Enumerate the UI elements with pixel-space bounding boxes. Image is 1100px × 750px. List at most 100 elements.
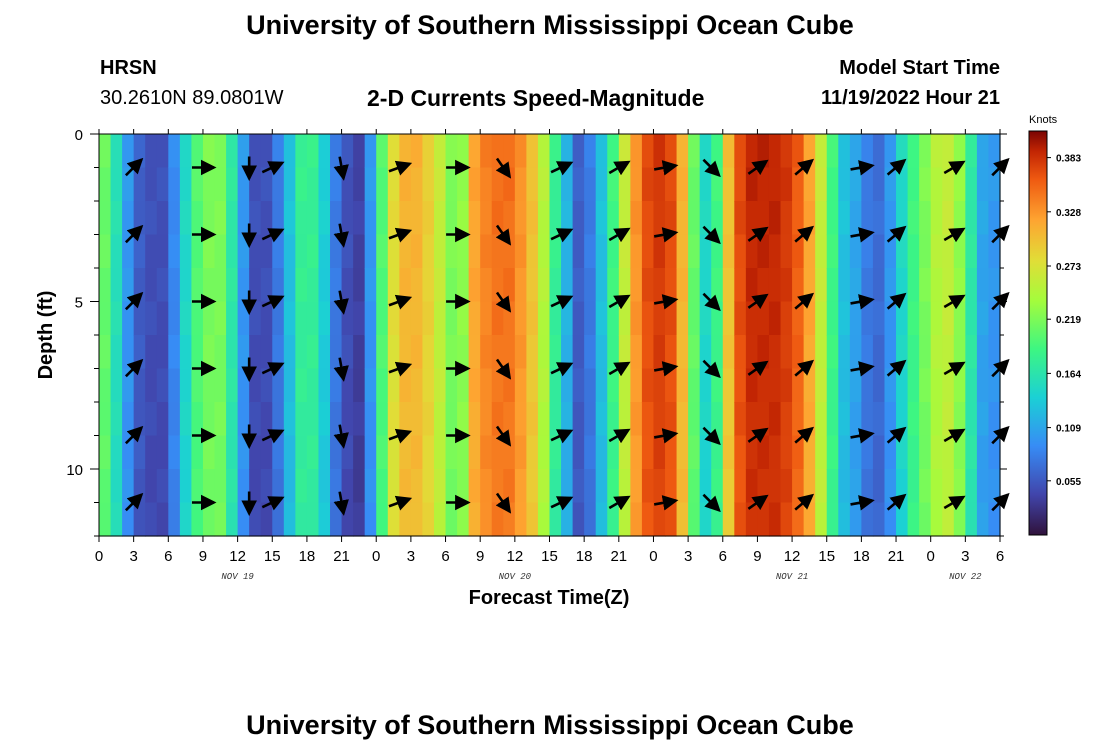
heatmap-cell — [734, 201, 747, 236]
current-vector-arrow — [388, 160, 413, 176]
heatmap-cell — [641, 167, 655, 202]
heatmap-cell — [376, 167, 389, 202]
heatmap-cell — [607, 167, 620, 202]
heatmap-cell — [468, 435, 481, 470]
heatmap-cell — [641, 268, 655, 303]
heatmap-cell — [283, 335, 296, 370]
heatmap-cell — [872, 134, 886, 169]
heatmap-cell — [503, 368, 516, 403]
heatmap-cell — [191, 234, 204, 269]
heatmap-cell — [318, 368, 331, 403]
heatmap-cell — [387, 268, 400, 303]
current-vector-arrow — [550, 429, 574, 444]
current-vector-arrow — [886, 426, 907, 444]
heatmap-cell — [607, 268, 620, 303]
heatmap-cell — [179, 234, 193, 269]
heatmap-cell — [353, 402, 366, 437]
heatmap-cell — [179, 368, 193, 403]
heatmap-cell — [341, 268, 354, 303]
heatmap-cell — [156, 134, 169, 169]
heatmap-cell — [676, 435, 689, 470]
heatmap-cell — [179, 201, 193, 236]
heatmap-cell — [630, 234, 643, 269]
heatmap-cell — [410, 402, 424, 437]
heatmap-cell — [468, 469, 481, 504]
heatmap-cell — [607, 402, 620, 437]
current-vector-arrow — [388, 428, 413, 444]
heatmap-cell — [872, 234, 886, 269]
x-tick-label: 6 — [441, 548, 449, 565]
heatmap-cell — [110, 201, 123, 236]
heatmap-cell — [884, 134, 897, 169]
heatmap-cell — [353, 502, 366, 537]
current-vector-arrow — [794, 158, 815, 176]
heatmap-cell — [953, 234, 966, 269]
heatmap-cell — [318, 268, 331, 303]
heatmap-cell — [260, 268, 273, 303]
heatmap-cell — [745, 469, 759, 504]
heatmap-cell — [110, 301, 123, 336]
heatmap-cell — [665, 234, 678, 269]
heatmap-cell — [699, 368, 712, 403]
current-vectors — [124, 156, 1010, 517]
current-vector-arrow — [886, 493, 907, 511]
heatmap-cell — [861, 402, 874, 437]
heatmap-cell — [468, 502, 481, 537]
heatmap-cell — [330, 502, 343, 537]
heatmap-cell — [341, 335, 354, 370]
heatmap-cell — [410, 301, 424, 336]
heatmap-cell — [584, 368, 597, 403]
heatmap-cell — [896, 502, 909, 537]
heatmap-cell — [976, 335, 990, 370]
x-tick-label: 12 — [784, 548, 801, 565]
heatmap-cell — [457, 134, 470, 169]
heatmap-cell — [341, 134, 354, 169]
heatmap-cell — [584, 402, 597, 437]
heatmap-cell — [699, 335, 712, 370]
heatmap-cell — [226, 402, 239, 437]
current-vector-arrow — [653, 361, 679, 377]
heatmap-cell — [156, 335, 169, 370]
heatmap-cell — [422, 402, 435, 437]
heatmap-cell — [699, 435, 712, 470]
heatmap-cell — [745, 268, 759, 303]
heatmap-cell — [780, 201, 793, 236]
heatmap-cell — [249, 435, 262, 470]
heatmap-cell — [422, 469, 435, 504]
heatmap-cell — [699, 502, 712, 537]
heatmap-cell — [133, 301, 146, 336]
current-vector-arrow — [747, 293, 769, 310]
heatmap-cell — [156, 268, 169, 303]
heatmap-cell — [976, 234, 990, 269]
heatmap-cell — [572, 201, 585, 236]
heatmap-cell — [283, 469, 296, 504]
heatmap-cell — [953, 167, 966, 202]
heatmap-cell — [491, 201, 504, 236]
heatmap-cell — [861, 435, 874, 470]
heatmap-cell — [722, 402, 735, 437]
heatmap-cell — [722, 335, 735, 370]
heatmap-cell — [745, 335, 759, 370]
current-vector-arrow — [550, 362, 574, 377]
current-vector-arrow — [124, 492, 144, 512]
current-vector-arrow — [261, 295, 285, 310]
heatmap-cell — [191, 402, 204, 437]
heatmap-cell — [722, 435, 735, 470]
colorbar-tick-label: 0.164 — [1056, 369, 1081, 380]
heatmap-cell — [191, 435, 204, 470]
colorbar-tick-label: 0.328 — [1056, 208, 1081, 219]
heatmap-cell — [306, 335, 320, 370]
heatmap-cell — [353, 435, 366, 470]
heatmap-cell — [872, 469, 886, 504]
heatmap-cell — [387, 301, 400, 336]
heatmap-cell — [364, 368, 377, 403]
heatmap-cell — [826, 167, 839, 202]
heatmap-cell — [607, 201, 620, 236]
heatmap-cell — [884, 335, 897, 370]
heatmap-cell — [110, 234, 123, 269]
heatmap-cell — [537, 335, 551, 370]
heatmap-cell — [214, 201, 227, 236]
heatmap-cell — [549, 167, 562, 202]
heatmap-cell — [422, 435, 435, 470]
